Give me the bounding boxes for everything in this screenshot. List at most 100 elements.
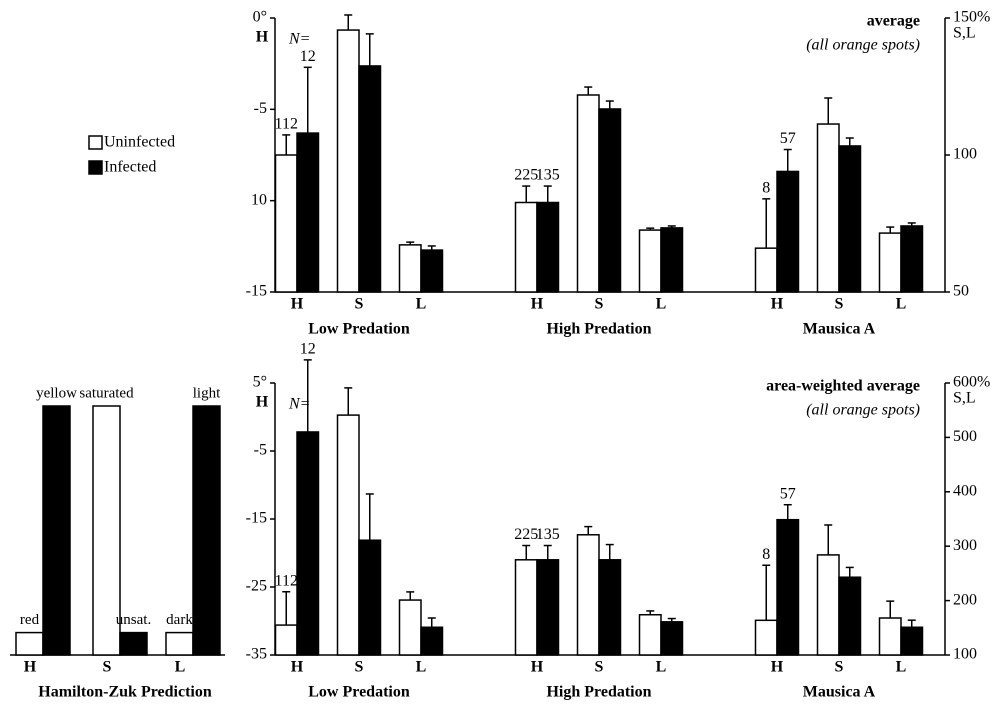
chart-subtitle: (all orange spots): [806, 37, 920, 54]
y-tick-label: 5°: [253, 374, 267, 391]
category-label: S: [595, 659, 604, 676]
category-label: L: [896, 659, 907, 676]
category-label: S: [355, 659, 364, 676]
group-label: Low Predation: [308, 684, 410, 701]
bar: [576, 534, 600, 656]
n-count: 112: [275, 572, 298, 589]
n-count: 225: [514, 526, 538, 543]
y-tick-label: -5: [254, 442, 267, 459]
legend-swatch: [88, 160, 103, 175]
y2-axis-label: S,L: [953, 390, 976, 407]
category-label: S: [103, 659, 112, 676]
bar: [838, 145, 862, 293]
y-tick-label: 0°: [253, 9, 267, 26]
bar: [398, 244, 422, 293]
bar: [42, 405, 71, 656]
bar-label: yellow: [36, 385, 77, 401]
bar: [358, 539, 382, 656]
bar: [274, 624, 298, 656]
bar: [660, 227, 684, 293]
n-count: 135: [536, 167, 560, 184]
bar-label: unsat.: [116, 612, 151, 628]
bar: [878, 617, 902, 656]
n-label: N=: [288, 396, 310, 413]
bar: [598, 108, 622, 293]
bar: [816, 123, 840, 293]
category-label: L: [896, 296, 907, 313]
bar: [119, 631, 148, 656]
n-count: 112: [275, 116, 298, 133]
bar: [598, 559, 622, 656]
y-axis-label: H: [256, 394, 269, 411]
bar: [660, 621, 684, 656]
category-label: L: [175, 659, 186, 676]
y-tick-label: 10: [251, 191, 267, 208]
y2-tick-label: 500: [953, 428, 977, 445]
bar: [900, 626, 924, 656]
bar: [165, 631, 194, 656]
bar: [398, 599, 422, 656]
bar: [296, 132, 320, 293]
category-label: S: [355, 296, 364, 313]
category-label: S: [835, 296, 844, 313]
bar: [358, 65, 382, 293]
y-tick-label: -35: [246, 646, 267, 663]
category-label: S: [835, 659, 844, 676]
bar: [900, 225, 924, 293]
y2-tick-label: 100: [953, 146, 977, 163]
category-label: H: [771, 659, 784, 676]
category-label: H: [531, 296, 544, 313]
bar: [336, 414, 360, 656]
category-label: L: [656, 296, 667, 313]
y2-tick-label: 150%: [953, 9, 990, 26]
chart-subtitle: (all orange spots): [806, 402, 920, 419]
n-count: 8: [762, 546, 770, 563]
bar: [878, 232, 902, 293]
bar: [638, 229, 662, 293]
bar-label: dark: [166, 612, 193, 628]
bar: [816, 554, 840, 656]
bar: [638, 613, 662, 656]
y2-tick-label: 50: [953, 283, 969, 300]
category-label: L: [416, 659, 427, 676]
n-label: N=: [288, 31, 310, 48]
bar: [838, 576, 862, 656]
category-label: S: [595, 296, 604, 313]
n-count: 12: [300, 48, 316, 65]
n-count: 8: [762, 180, 770, 197]
bar: [296, 431, 320, 656]
bar: [514, 559, 538, 656]
bar: [192, 405, 221, 656]
bar: [92, 405, 121, 656]
bar: [514, 201, 538, 293]
bar: [336, 29, 360, 293]
category-label: H: [291, 296, 304, 313]
legend-swatch: [88, 135, 103, 150]
y2-tick-label: 200: [953, 591, 977, 608]
legend-label: Infected: [104, 159, 156, 176]
category-label: H: [24, 659, 37, 676]
y2-axis-label: S,L: [953, 25, 976, 42]
y-tick-label: -25: [246, 578, 267, 595]
y2-tick-label: 400: [953, 482, 977, 499]
group-label: High Predation: [546, 684, 651, 701]
n-count: 12: [300, 341, 316, 358]
group-label: Low Predation: [308, 321, 410, 338]
y-tick-label: -15: [246, 510, 267, 527]
y-tick-label: -15: [246, 283, 267, 300]
category-label: H: [771, 296, 784, 313]
n-count: 225: [514, 167, 538, 184]
n-count: 57: [780, 485, 796, 502]
n-count: 135: [536, 526, 560, 543]
group-label: High Predation: [546, 321, 651, 338]
bar: [576, 94, 600, 293]
bar: [274, 154, 298, 293]
bar: [776, 518, 800, 656]
bar-label: saturated: [79, 385, 134, 401]
y2-tick-label: 100: [953, 646, 977, 663]
legend-label: Uninfected: [104, 134, 175, 151]
bar: [15, 631, 44, 656]
y-tick-label: -5: [254, 100, 267, 117]
category-label: H: [291, 659, 304, 676]
